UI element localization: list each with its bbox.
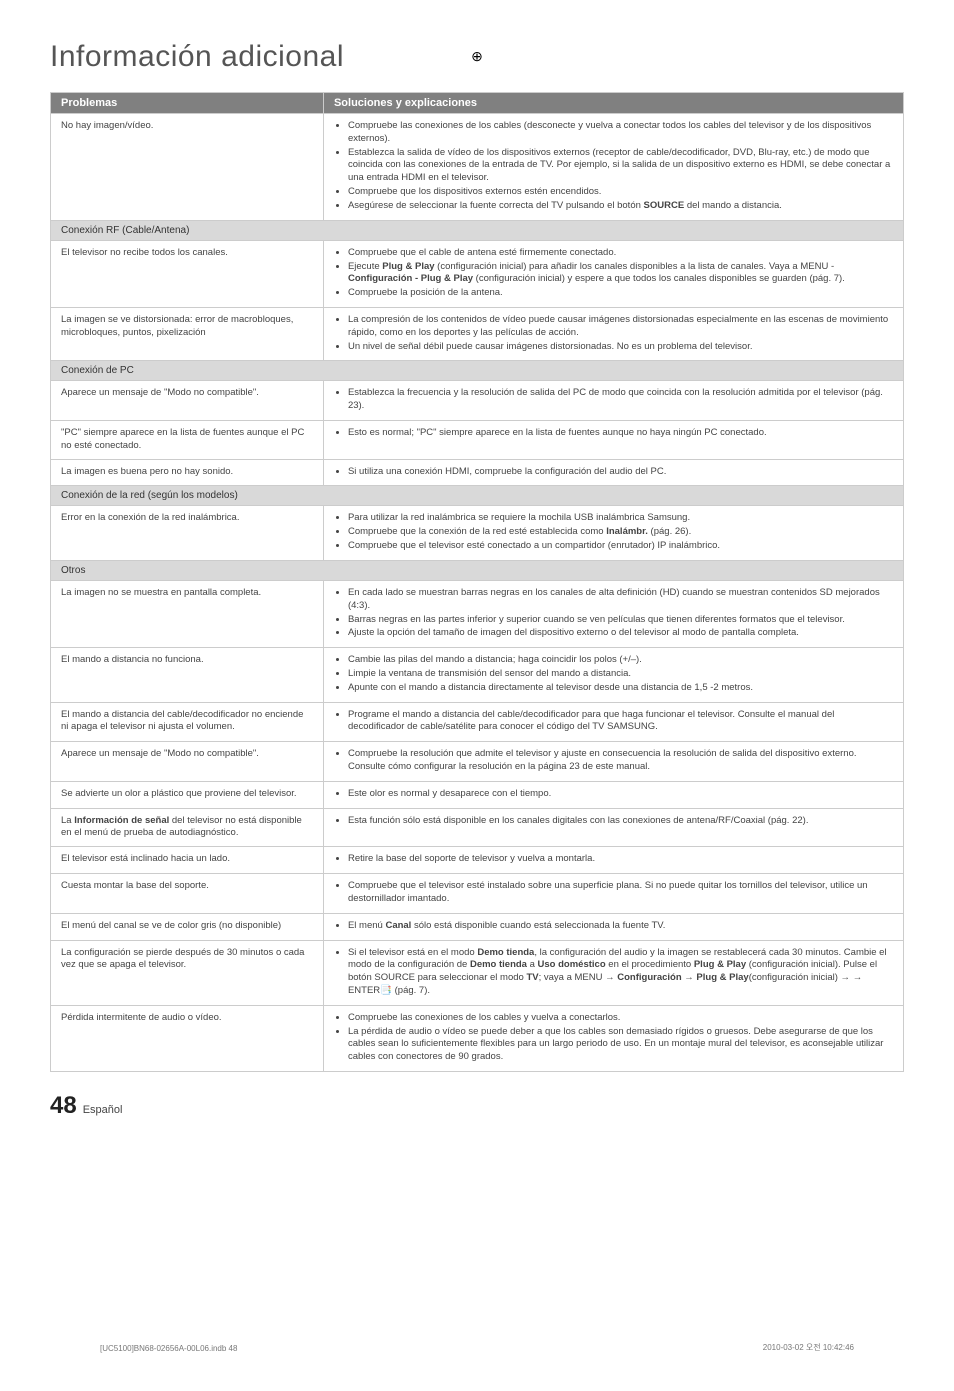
problem-cell: Aparece un mensaje de "Modo no compatibl… bbox=[51, 381, 324, 421]
solution-cell: Compruebe las conexiones de los cables (… bbox=[323, 114, 903, 221]
solution-item: Compruebe las conexiones de los cables y… bbox=[348, 1012, 893, 1025]
solution-item: La compresión de los contenidos de vídeo… bbox=[348, 314, 893, 340]
problem-cell: La configuración se pierde después de 30… bbox=[51, 940, 324, 1005]
problem-cell: El menú del canal se ve de color gris (n… bbox=[51, 913, 324, 940]
solution-cell: Compruebe la resolución que admite el te… bbox=[323, 742, 903, 782]
solution-item: Apunte con el mando a distancia directam… bbox=[348, 682, 893, 695]
solution-item: Un nivel de señal débil puede causar imá… bbox=[348, 341, 893, 354]
section-label: Otros bbox=[51, 560, 904, 580]
solution-cell: Establezca la frecuencia y la resolución… bbox=[323, 381, 903, 421]
problem-cell: Pérdida intermitente de audio o vídeo. bbox=[51, 1005, 324, 1071]
solution-item: Si utiliza una conexión HDMI, compruebe … bbox=[348, 466, 893, 479]
page-number: 48 bbox=[50, 1092, 77, 1120]
solution-cell: Cambie las pilas del mando a distancia; … bbox=[323, 648, 903, 702]
section-label: Conexión de PC bbox=[51, 361, 904, 381]
solution-item: Programe el mando a distancia del cable/… bbox=[348, 709, 893, 735]
section-label: Conexión RF (Cable/Antena) bbox=[51, 220, 904, 240]
problem-cell: El mando a distancia del cable/decodific… bbox=[51, 702, 324, 742]
section-label: Conexión de la red (según los modelos) bbox=[51, 486, 904, 506]
header-col1: Problemas bbox=[51, 93, 324, 114]
solution-cell: Programe el mando a distancia del cable/… bbox=[323, 702, 903, 742]
problem-cell: El televisor no recibe todos los canales… bbox=[51, 240, 324, 307]
solution-cell: Compruebe que el televisor esté instalad… bbox=[323, 874, 903, 914]
header-col2: Soluciones y explicaciones bbox=[323, 93, 903, 114]
solution-item: Compruebe que la conexión de la red esté… bbox=[348, 526, 893, 539]
solution-item: Compruebe las conexiones de los cables (… bbox=[348, 120, 893, 146]
problem-cell: Cuesta montar la base del soporte. bbox=[51, 874, 324, 914]
solution-item: Asegúrese de seleccionar la fuente corre… bbox=[348, 200, 893, 213]
solution-cell: Esta función sólo está disponible en los… bbox=[323, 808, 903, 847]
solution-cell: Si utiliza una conexión HDMI, compruebe … bbox=[323, 459, 903, 486]
solution-cell: Compruebe que el cable de antena esté fi… bbox=[323, 240, 903, 307]
troubleshooting-table: ProblemasSoluciones y explicacionesNo ha… bbox=[50, 92, 904, 1072]
problem-cell: Aparece un mensaje de "Modo no compatibl… bbox=[51, 742, 324, 782]
solution-item: Este olor es normal y desaparece con el … bbox=[348, 788, 893, 801]
file-meta-right: 2010-03-02 오전 10:42:46 bbox=[763, 1342, 854, 1353]
solution-item: Ejecute Plug & Play (configuración inici… bbox=[348, 261, 893, 287]
solution-item: Establezca la frecuencia y la resolución… bbox=[348, 387, 893, 413]
solution-item: Retire la base del soporte de televisor … bbox=[348, 853, 893, 866]
solution-cell: Compruebe las conexiones de los cables y… bbox=[323, 1005, 903, 1071]
solution-item: Compruebe que el cable de antena esté fi… bbox=[348, 247, 893, 260]
problem-cell: Se advierte un olor a plástico que provi… bbox=[51, 781, 324, 808]
solution-item: Compruebe que los dispositivos externos … bbox=[348, 186, 893, 199]
solution-item: Compruebe la posición de la antena. bbox=[348, 287, 893, 300]
solution-item: Compruebe que el televisor esté instalad… bbox=[348, 880, 893, 906]
solution-cell: Para utilizar la red inalámbrica se requ… bbox=[323, 506, 903, 560]
file-meta-left: [UC5100]BN68-02656A-00L06.indb 48 bbox=[100, 1344, 237, 1353]
solution-item: Esta función sólo está disponible en los… bbox=[348, 815, 893, 828]
solution-item: Si el televisor está en el modo Demo tie… bbox=[348, 947, 893, 998]
page-footer: 48 Español bbox=[50, 1092, 904, 1120]
problem-cell: La imagen se ve distorsionada: error de … bbox=[51, 307, 324, 360]
solution-item: Cambie las pilas del mando a distancia; … bbox=[348, 654, 893, 667]
problem-cell: El televisor está inclinado hacia un lad… bbox=[51, 847, 324, 874]
problem-cell: La imagen es buena pero no hay sonido. bbox=[51, 459, 324, 486]
problem-cell: La Información de señal del televisor no… bbox=[51, 808, 324, 847]
solution-item: La pérdida de audio o vídeo se puede deb… bbox=[348, 1026, 893, 1064]
solution-item: Limpie la ventana de transmisión del sen… bbox=[348, 668, 893, 681]
problem-cell: "PC" siempre aparece en la lista de fuen… bbox=[51, 421, 324, 460]
solution-item: Para utilizar la red inalámbrica se requ… bbox=[348, 512, 893, 525]
solution-cell: La compresión de los contenidos de vídeo… bbox=[323, 307, 903, 360]
solution-item: Barras negras en las partes inferior y s… bbox=[348, 614, 893, 627]
problem-cell: No hay imagen/vídeo. bbox=[51, 114, 324, 221]
solution-cell: En cada lado se muestran barras negras e… bbox=[323, 580, 903, 647]
problem-cell: La imagen no se muestra en pantalla comp… bbox=[51, 580, 324, 647]
solution-item: En cada lado se muestran barras negras e… bbox=[348, 587, 893, 613]
solution-cell: Si el televisor está en el modo Demo tie… bbox=[323, 940, 903, 1005]
solution-cell: Esto es normal; "PC" siempre aparece en … bbox=[323, 421, 903, 460]
crop-mark-icon: ⊕ bbox=[471, 48, 483, 65]
solution-item: Establezca la salida de vídeo de los dis… bbox=[348, 147, 893, 185]
solution-item: Compruebe que el televisor esté conectad… bbox=[348, 540, 893, 553]
solution-item: Ajuste la opción del tamaño de imagen de… bbox=[348, 627, 893, 640]
solution-item: Compruebe la resolución que admite el te… bbox=[348, 748, 893, 774]
problem-cell: Error en la conexión de la red inalámbri… bbox=[51, 506, 324, 560]
solution-item: El menú Canal sólo está disponible cuand… bbox=[348, 920, 893, 933]
solution-item: Esto es normal; "PC" siempre aparece en … bbox=[348, 427, 893, 440]
problem-cell: El mando a distancia no funciona. bbox=[51, 648, 324, 702]
page-language: Español bbox=[83, 1104, 123, 1116]
solution-cell: Retire la base del soporte de televisor … bbox=[323, 847, 903, 874]
solution-cell: Este olor es normal y desaparece con el … bbox=[323, 781, 903, 808]
solution-cell: El menú Canal sólo está disponible cuand… bbox=[323, 913, 903, 940]
